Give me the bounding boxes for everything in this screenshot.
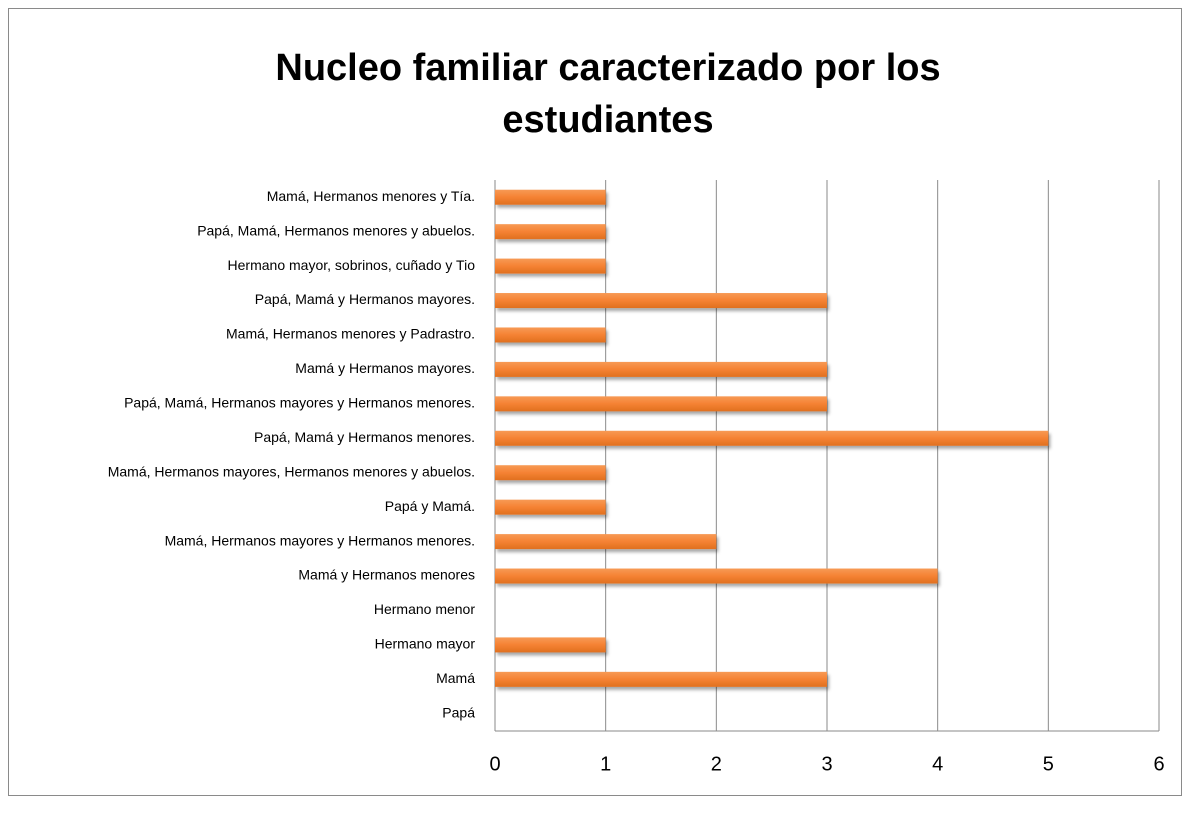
y-tick-label: Mamá, Hermanos mayores y Hermanos menore… [165, 532, 475, 548]
y-tick-label: Mamá y Hermanos mayores. [295, 360, 475, 376]
x-tick-label: 5 [1043, 753, 1054, 775]
bar [495, 568, 938, 584]
y-tick-label: Papá, Mamá, Hermanos mayores y Hermanos … [124, 395, 475, 411]
y-tick-label: Hermano menor [374, 601, 475, 617]
y-tick-label: Mamá, Hermanos menores y Padrastro. [226, 326, 475, 342]
x-tick-label: 1 [600, 753, 611, 775]
y-tick-label: Papá, Mamá, Hermanos menores y abuelos. [197, 222, 475, 238]
x-tick-label: 3 [821, 753, 832, 775]
chart-frame [8, 8, 1182, 796]
x-tick-label: 6 [1153, 753, 1164, 775]
bar [495, 258, 606, 274]
chart-title: Nucleo familiar caracterizado por los es… [275, 47, 941, 141]
bar [495, 396, 827, 412]
bar [495, 671, 827, 687]
bar [495, 430, 1049, 446]
y-tick-label: Mamá [436, 670, 475, 686]
bar [495, 361, 827, 377]
bar [495, 293, 827, 309]
bar [495, 189, 606, 205]
bar [495, 499, 606, 515]
y-tick-label: Papá y Mamá. [385, 498, 475, 514]
x-tick-label: 2 [711, 753, 722, 775]
bar [495, 224, 606, 240]
y-tick-label: Papá, Mamá y Hermanos mayores. [255, 291, 475, 307]
bar [495, 637, 606, 653]
y-tick-label: Papá [442, 704, 475, 720]
bar [495, 534, 717, 550]
y-tick-label: Mamá, Hermanos menores y Tía. [267, 188, 475, 204]
bar [495, 465, 606, 481]
y-tick-label: Papá, Mamá y Hermanos menores. [254, 429, 475, 445]
bar [495, 327, 606, 343]
y-tick-label: Hermano mayor, sobrinos, cuñado y Tio [228, 257, 476, 273]
y-tick-label: Hermano mayor [375, 636, 476, 652]
y-tick-label: Mamá, Hermanos mayores, Hermanos menores… [108, 463, 475, 479]
x-tick-label: 0 [489, 753, 500, 775]
x-tick-label: 4 [932, 753, 943, 775]
y-tick-label: Mamá y Hermanos menores [298, 567, 475, 583]
